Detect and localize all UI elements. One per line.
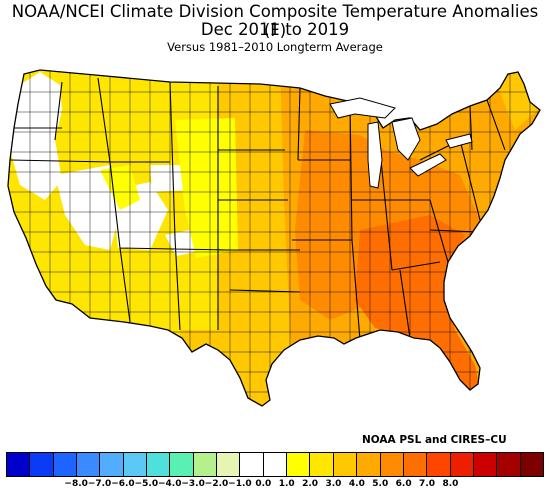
legend-swatch (263, 453, 288, 476)
legend-swatch (287, 453, 311, 476)
map-region-gulf (180, 330, 300, 406)
map-region-yellow-band (175, 118, 238, 258)
legend-tick-label: −7.0 (87, 479, 112, 489)
lake-huron (391, 117, 421, 161)
legend-swatch (310, 453, 334, 476)
legend-tick-label: 8.0 (442, 479, 459, 489)
legend-swatch (123, 453, 148, 476)
legend-swatch (217, 453, 241, 476)
legend-swatch (450, 453, 474, 476)
state-lines-west (9, 77, 301, 331)
legend-swatch (193, 453, 218, 476)
legend-swatch (77, 453, 101, 476)
legend-tick-label: 7.0 (419, 479, 436, 489)
legend-tick-label: −4.0 (157, 479, 182, 489)
legend-tick-label: 4.0 (348, 479, 365, 489)
legend-swatch (100, 453, 124, 476)
state-boundaries (9, 77, 506, 341)
legend-swatch (53, 453, 78, 476)
lake-ontario (445, 133, 473, 149)
legend-swatch (497, 453, 521, 476)
color-legend-ticks: −8.0 −7.0 −6.0 −5.0 −4.0 −3.0 −2.0 −1.0 0.0 1.0 2.… (0, 479, 550, 492)
legend-swatch (473, 453, 498, 476)
lake-michigan (367, 121, 383, 189)
map-region-northwest-white (10, 72, 62, 200)
legend-tick-label: 1.0 (278, 479, 295, 489)
legend-tick-label: 2.0 (302, 479, 319, 489)
legend-swatch (170, 453, 194, 476)
legend-tick-label: −2.0 (204, 479, 229, 489)
legend-swatch (403, 453, 428, 476)
color-legend-bar (6, 452, 544, 477)
us-climate-division-map (7, 69, 541, 407)
legend-tick-label: 0.0 (255, 479, 272, 489)
legend-swatch (240, 453, 264, 476)
legend-tick-label: 5.0 (372, 479, 389, 489)
legend-tick-label: −1.0 (228, 479, 252, 489)
legend-swatch (520, 453, 543, 476)
legend-swatch (427, 453, 451, 476)
map-period: Dec 2011 to 2019 (200, 20, 350, 39)
lake-erie (409, 153, 447, 177)
legend-tick-label: 3.0 (325, 479, 342, 489)
legend-tick-label: −3.0 (181, 479, 205, 489)
state-lines-east (292, 87, 506, 341)
great-lakes (329, 97, 473, 189)
legend-tick-label: −8.0 (64, 479, 88, 489)
legend-tick-label: 6.0 (395, 479, 412, 489)
legend-swatch (357, 453, 381, 476)
legend-swatch (380, 453, 404, 476)
map-title: NOAA/NCEI Climate Division Composite Tem… (11, 2, 539, 40)
legend-swatch (7, 453, 31, 476)
map-region-southeast (355, 215, 480, 390)
map-subtitle: Versus 1981–2010 Longterm Average (167, 40, 383, 54)
legend-tick-label: −6.0 (111, 479, 135, 489)
map-credit: NOAA PSL and CIRES–CU (362, 434, 507, 446)
legend-swatch (30, 453, 54, 476)
legend-swatch (147, 453, 171, 476)
legend-swatch (333, 453, 358, 476)
lake-superior (329, 97, 396, 119)
legend-tick-label: −5.0 (134, 479, 159, 489)
map-region-new-england (495, 72, 540, 130)
